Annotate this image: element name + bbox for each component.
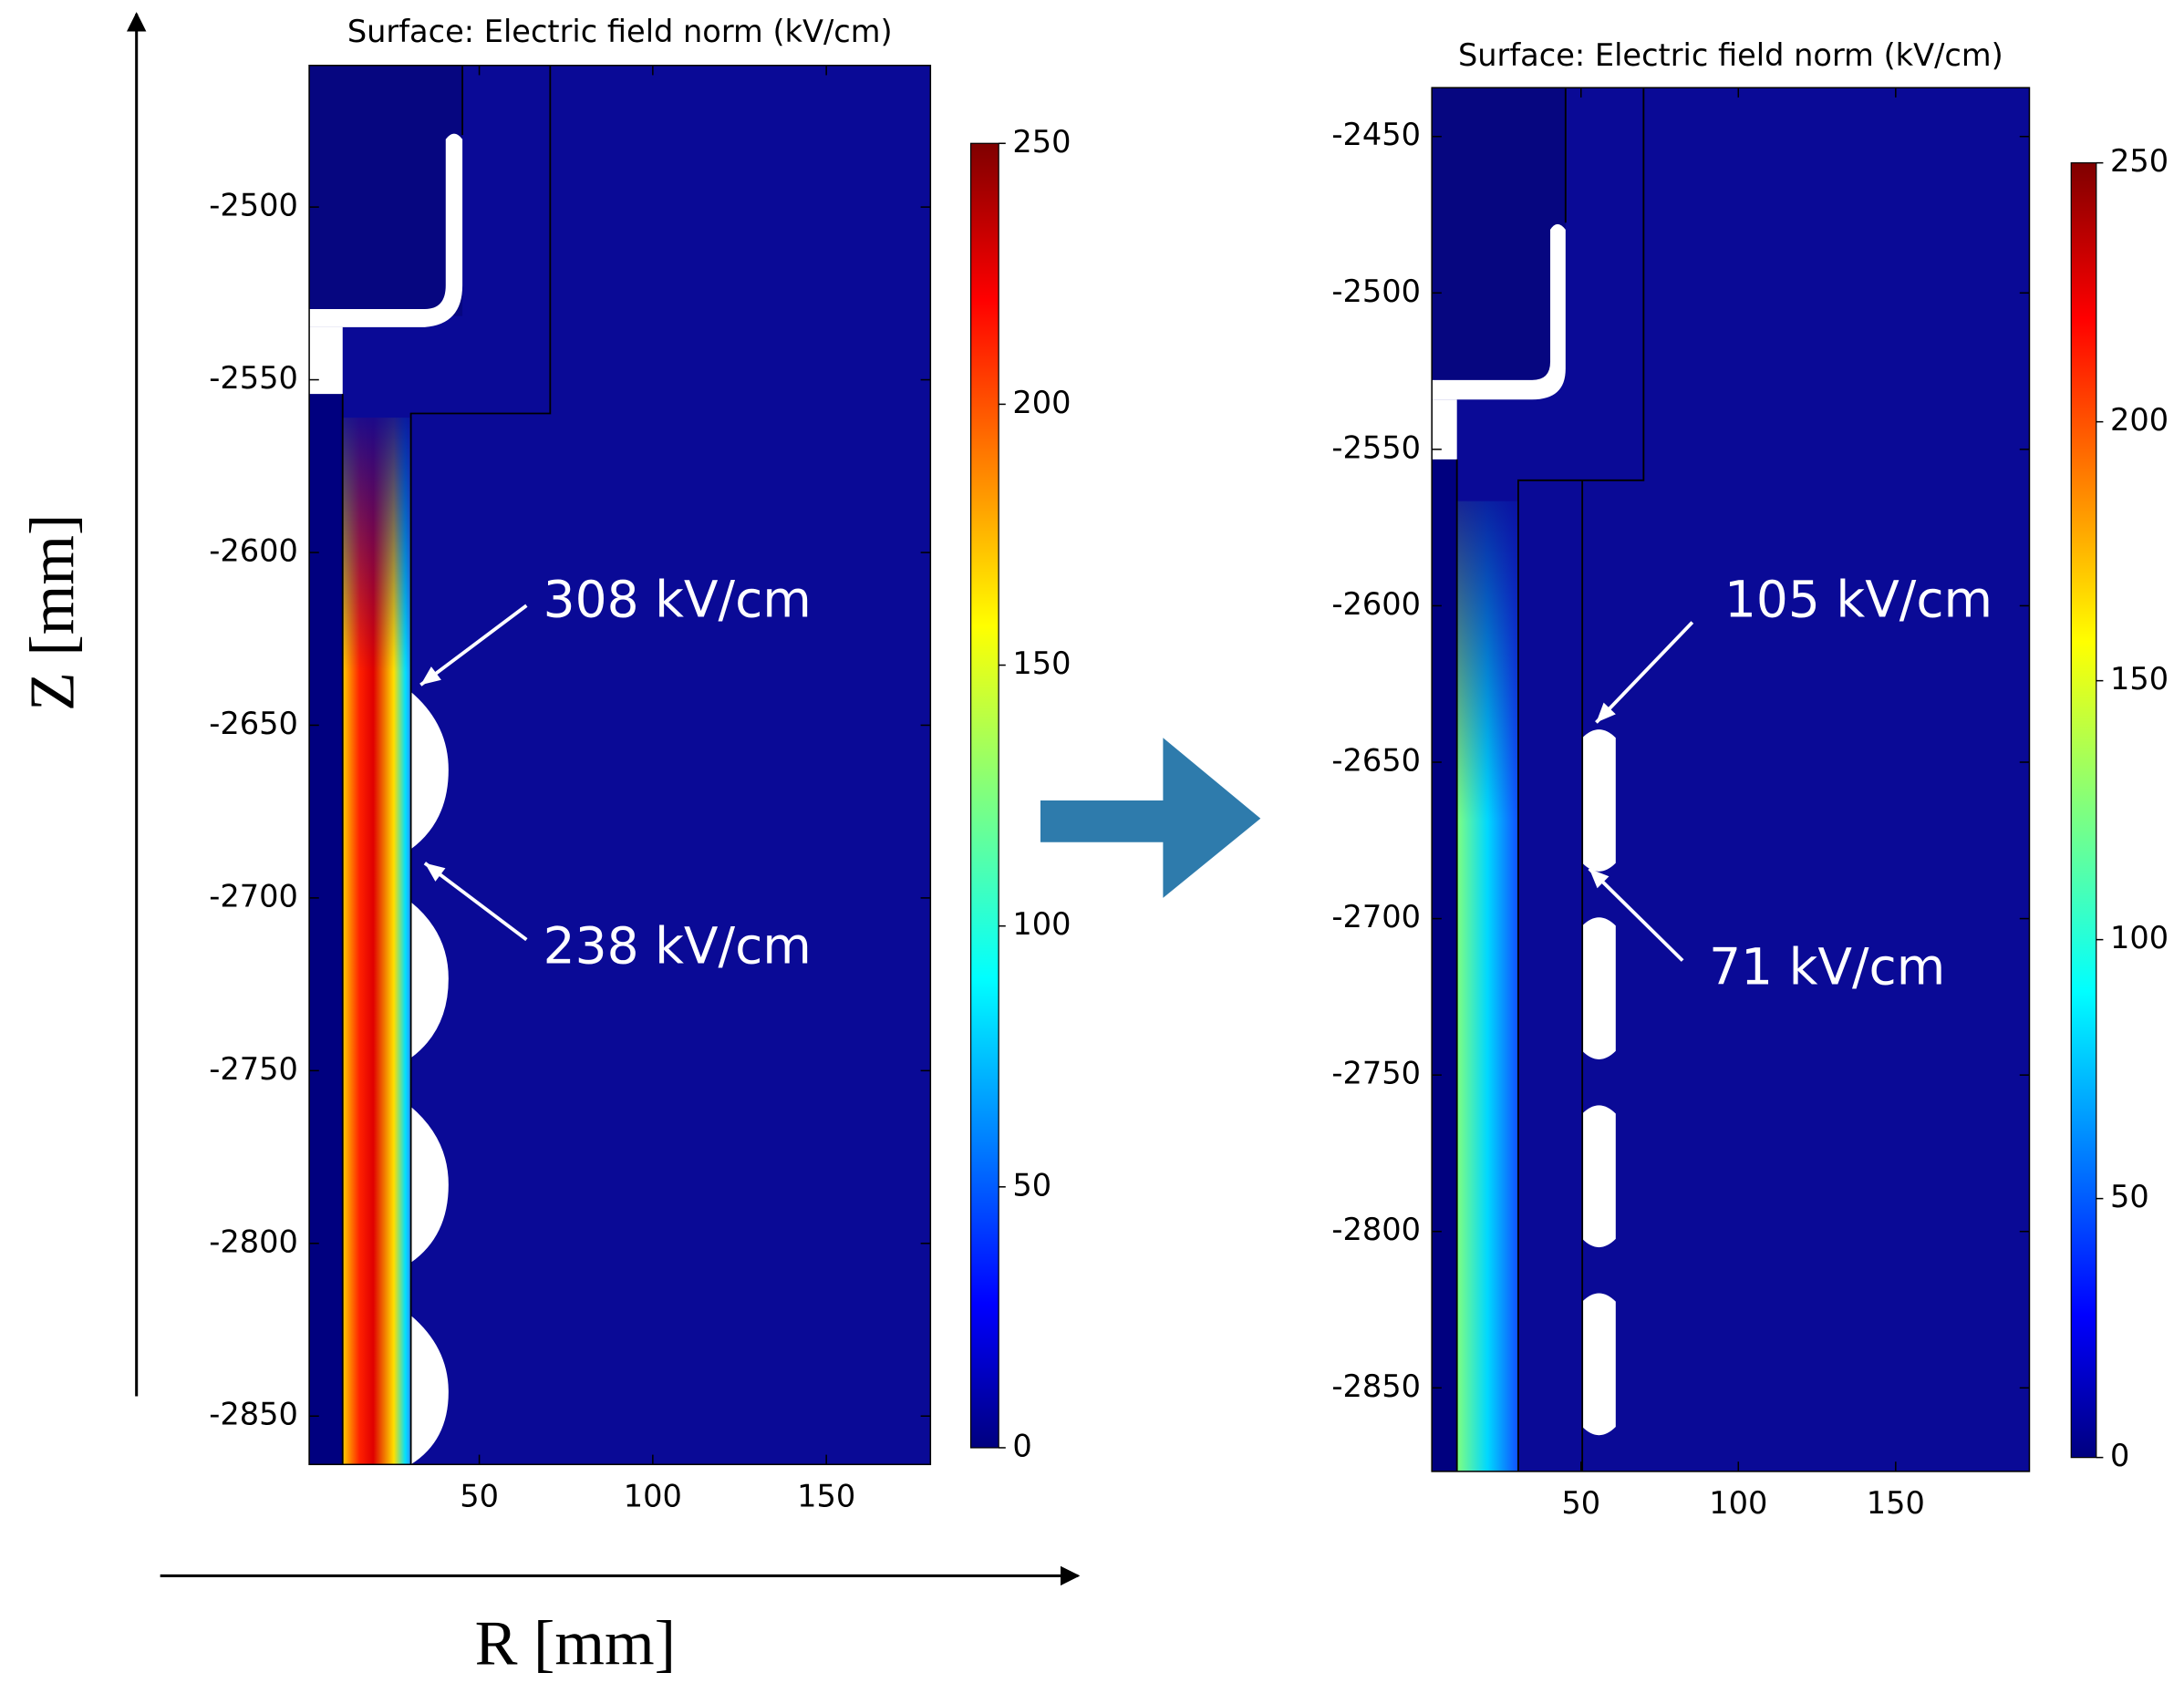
colorbar <box>970 142 999 1449</box>
colorbar-label: 250 <box>1012 124 1071 160</box>
y-tick-label: -2600 <box>209 533 298 569</box>
colorbar-label: 200 <box>2110 402 2168 438</box>
annotation-arrow <box>1588 867 1684 962</box>
colorbar-label: 50 <box>1012 1167 1051 1203</box>
chart-title: Surface: Electric field norm (kV/cm) <box>1458 37 2003 73</box>
colorbar-label: 100 <box>2110 920 2168 955</box>
annotation: 71 kV/cm <box>1709 937 1945 996</box>
y-tick-label: -2850 <box>209 1397 298 1432</box>
x-tick-label: 50 <box>460 1478 499 1513</box>
y-tick-label: -2750 <box>209 1051 298 1087</box>
y-tick-label: -2850 <box>1331 1368 1421 1404</box>
colorbar <box>2070 162 2097 1459</box>
annotation-arrow <box>1595 621 1694 724</box>
field-left <box>309 65 931 1465</box>
chart-title: Surface: Electric field norm (kV/cm) <box>347 14 893 49</box>
annotation-arrow <box>423 862 528 942</box>
annotation-arrowhead <box>420 666 441 686</box>
y-tick-label: -2700 <box>1331 899 1421 934</box>
r-label: R [mm] <box>475 1607 676 1678</box>
colorbar-label: 150 <box>2110 661 2168 697</box>
x-tick-label: 50 <box>1561 1485 1600 1521</box>
transition-arrow <box>1040 738 1261 898</box>
colorbar-label: 150 <box>1012 645 1071 681</box>
annotation: 308 kV/cm <box>543 570 812 628</box>
colorbar-label: 0 <box>1012 1428 1031 1463</box>
y-tick-label: -2650 <box>209 706 298 741</box>
y-tick-label: -2500 <box>209 188 298 223</box>
x-tick-label: 150 <box>1867 1485 1925 1521</box>
y-tick-label: -2800 <box>1331 1212 1421 1247</box>
y-tick-label: -2800 <box>209 1224 298 1259</box>
y-tick-label: -2750 <box>1331 1056 1421 1091</box>
annotation-arrow <box>419 604 528 687</box>
x-tick-label: 100 <box>624 1478 682 1513</box>
annotation-arrowhead <box>1596 702 1616 723</box>
annotation-arrowhead <box>1589 868 1610 889</box>
colorbar-label: 100 <box>1012 906 1071 942</box>
y-tick-label: -2600 <box>1331 586 1421 622</box>
colorbar-label: 250 <box>2110 143 2168 179</box>
annotation-arrowhead <box>424 862 446 882</box>
field-right <box>1432 88 2030 1471</box>
annotation: 238 kV/cm <box>543 916 812 975</box>
y-tick-label: -2650 <box>1331 743 1421 779</box>
y-tick-label: -2550 <box>209 360 298 396</box>
colorbar-label: 200 <box>1012 385 1071 420</box>
plot-frame <box>1431 87 2031 1472</box>
x-tick-label: 150 <box>797 1478 855 1513</box>
z-label: Z [mm] <box>16 514 88 711</box>
x-tick-label: 100 <box>1709 1485 1767 1521</box>
annotation: 105 kV/cm <box>1724 570 1993 628</box>
y-tick-label: -2700 <box>209 878 298 914</box>
colorbar-label: 50 <box>2110 1179 2149 1214</box>
colorbar-label: 0 <box>2110 1438 2129 1473</box>
y-tick-label: -2550 <box>1331 429 1421 465</box>
y-tick-label: -2500 <box>1331 274 1421 309</box>
plot-frame <box>308 65 932 1466</box>
y-tick-label: -2450 <box>1331 117 1421 152</box>
